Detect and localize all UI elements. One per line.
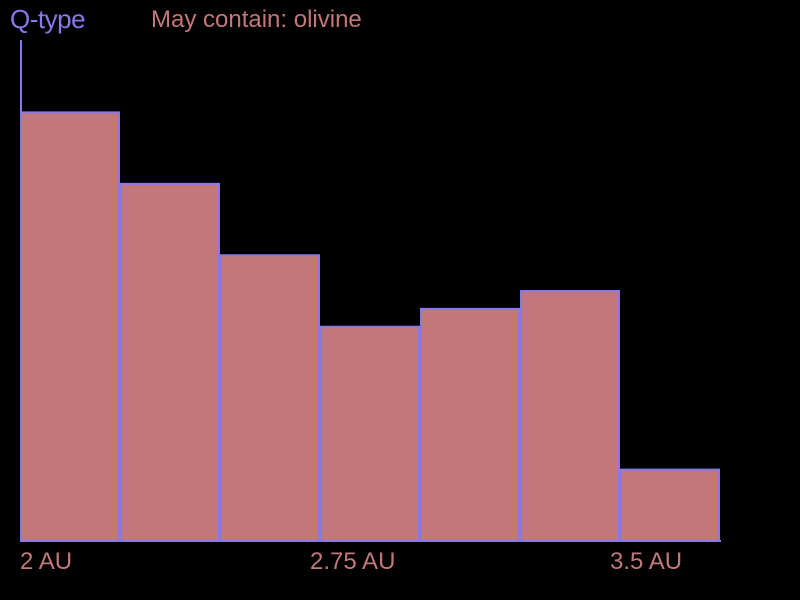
histogram-bar-outline xyxy=(220,254,320,540)
histogram-bar-outline xyxy=(320,325,420,540)
histogram-bar xyxy=(521,291,619,540)
histogram-bar-outline xyxy=(120,182,220,540)
histogram-bar-outline xyxy=(520,290,620,540)
x-tick-label: 2.75 AU xyxy=(310,548,395,575)
x-tick-label: 3.5 AU xyxy=(610,548,682,575)
x-tick-label: 2 AU xyxy=(20,548,72,575)
histogram-bar-outline xyxy=(620,468,720,540)
histogram-bar-outline xyxy=(420,307,520,540)
histogram-bar xyxy=(421,308,519,540)
histogram-bar xyxy=(321,326,419,540)
histogram-bar xyxy=(221,255,319,541)
chart-subtitle: May contain: olivine xyxy=(151,6,362,33)
histogram-bar xyxy=(621,469,719,540)
histogram-bar xyxy=(121,183,219,540)
chart-title: Q-type xyxy=(10,4,86,34)
histogram-bar xyxy=(21,112,119,540)
